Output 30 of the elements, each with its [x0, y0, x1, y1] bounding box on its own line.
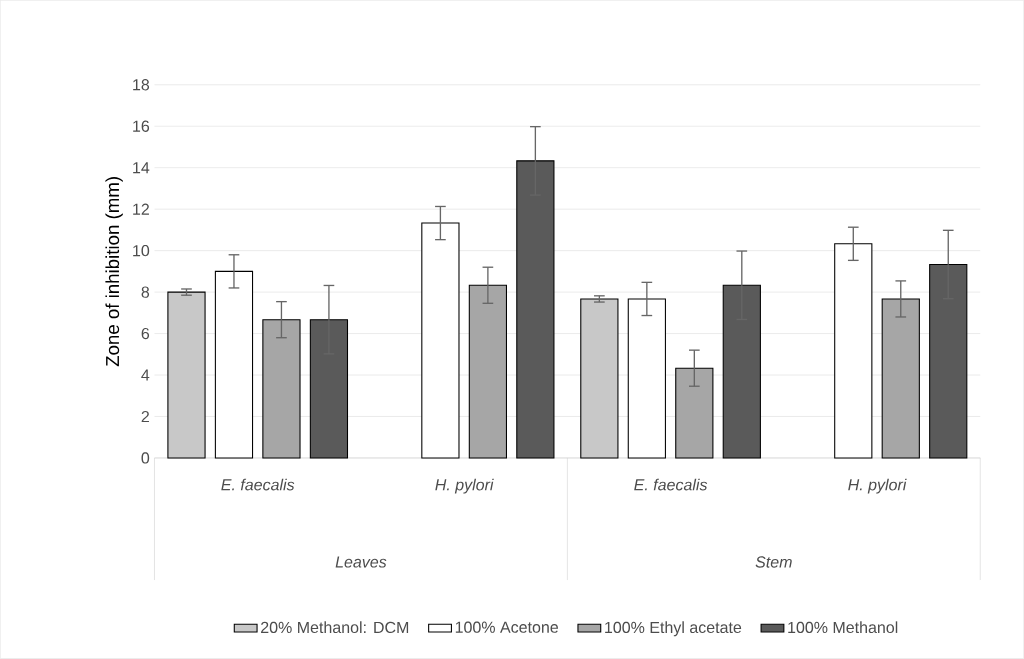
bar [627, 298, 666, 459]
y-tick-label: 10 [133, 245, 150, 257]
y-tick-label: 2 [141, 411, 149, 423]
x-tick-label: H. pylori [848, 478, 907, 494]
legend-label: 100% Acetone [455, 621, 558, 633]
legend-label: 20% Methanol: DCM [261, 621, 409, 634]
bar [214, 270, 254, 459]
y-axis-title: Zone of inhibition (mm) [105, 177, 123, 367]
y-tick-label: 12 [133, 203, 149, 215]
legend-label: 100% Ethyl acetate [605, 621, 742, 637]
text: Leaves [335, 556, 387, 568]
bar [262, 319, 301, 459]
x-tick-label: E. faecalis [221, 478, 295, 491]
x-tick-label: H. pylori [435, 478, 494, 494]
bar [722, 284, 761, 459]
y-tick-label: 14 [133, 162, 150, 174]
y-tick-label: 18 [133, 79, 150, 91]
bar [675, 367, 714, 459]
x-tick-label: E. faecalis [634, 478, 708, 491]
bar [881, 298, 920, 459]
bar [834, 243, 873, 459]
y-tick-label: 8 [141, 286, 150, 298]
legend-label: 100% Methanol [788, 621, 898, 634]
bar [421, 222, 460, 459]
y-tick-label: 4 [141, 369, 150, 381]
y-tick-label: 0 [141, 452, 150, 464]
y-tick-label: 16 [133, 120, 150, 132]
y-tick-label: 6 [141, 327, 150, 340]
bar [468, 284, 507, 459]
text: Stem [755, 556, 792, 568]
